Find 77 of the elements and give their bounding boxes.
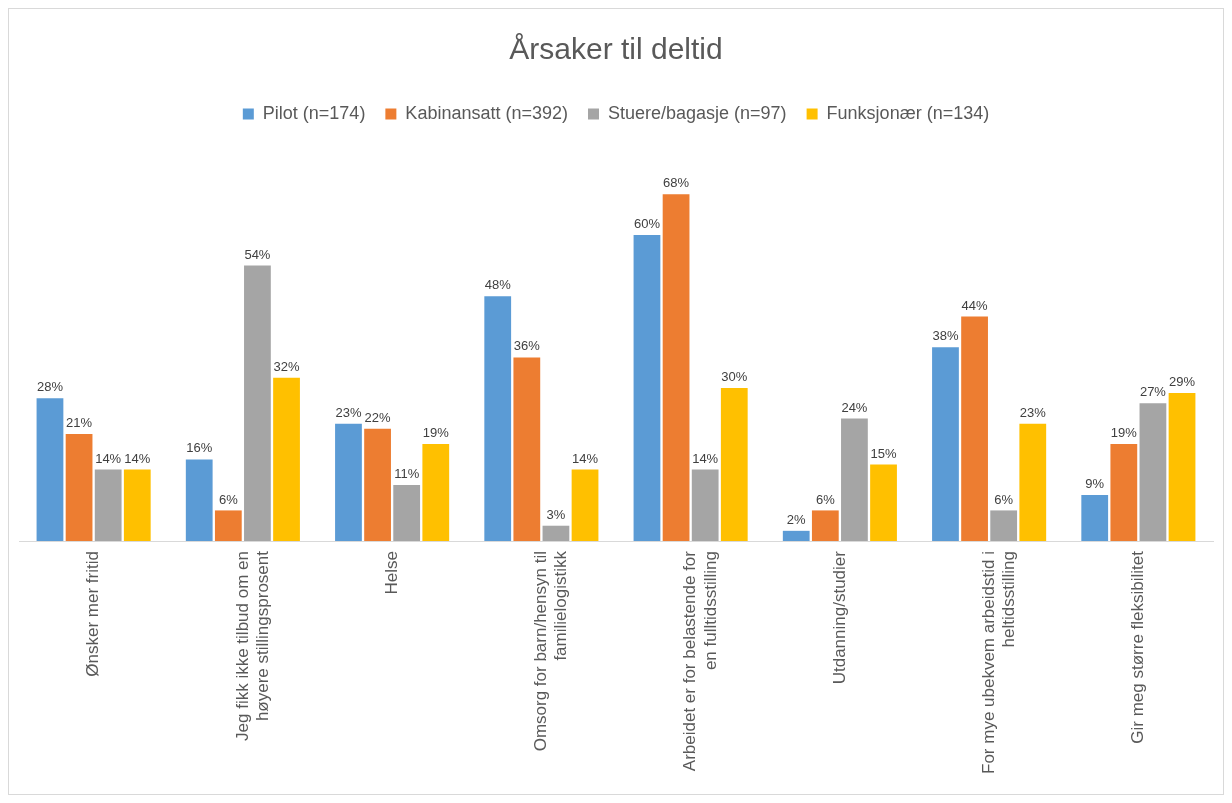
data-label: 21% — [66, 415, 93, 430]
legend-label: Kabinansatt (n=392) — [405, 102, 568, 123]
bar — [691, 469, 719, 542]
bar — [393, 484, 421, 542]
x-tick-label: Ønsker mer fritid — [83, 551, 103, 677]
bar — [571, 469, 599, 542]
bar — [870, 464, 897, 542]
bar — [662, 194, 690, 542]
bar — [1019, 423, 1047, 542]
data-label: 27% — [1139, 384, 1167, 400]
data-label: 36% — [513, 338, 541, 354]
x-tick-label: Helse — [381, 551, 401, 595]
bar — [123, 469, 151, 542]
x-tick-label: Utdanning/studier — [829, 550, 849, 685]
bar — [1110, 444, 1138, 542]
data-label: 6% — [994, 491, 1014, 507]
x-tick-label: Gir meg større fleksibilitet — [1128, 550, 1148, 744]
data-label: 19% — [422, 425, 450, 441]
data-label: 32% — [273, 358, 300, 374]
bar — [1081, 495, 1109, 542]
data-label: 14% — [124, 450, 151, 466]
bar — [811, 510, 839, 542]
bar — [185, 459, 213, 542]
bar — [1168, 393, 1196, 542]
x-tick-label: Omsorg for barn/hensyn til familielogistikk — [531, 550, 571, 752]
bar — [932, 347, 959, 542]
bar — [782, 530, 810, 542]
data-label: 23% — [1019, 404, 1047, 420]
data-label: 24% — [841, 399, 868, 415]
bar — [214, 510, 242, 542]
data-label: 68% — [663, 175, 690, 191]
bar — [513, 357, 541, 542]
x-tick-label: For mye ubekvem arbeidstid i heltidsstilling — [978, 551, 1019, 775]
data-label: 11% — [394, 466, 420, 481]
bar — [273, 377, 300, 542]
bar — [65, 433, 93, 542]
bar — [633, 235, 661, 542]
data-label: 29% — [1169, 374, 1196, 390]
data-label: 14% — [572, 450, 599, 466]
data-label: 54% — [244, 246, 271, 262]
x-tick-label: Arbeidet er for belastende for en fulltidsstilling — [680, 550, 720, 772]
data-label: 60% — [633, 216, 661, 232]
data-label: 38% — [932, 328, 959, 344]
bar — [542, 525, 570, 542]
data-label: 22% — [364, 409, 392, 425]
data-label: 16% — [186, 440, 213, 456]
bar — [990, 510, 1018, 542]
legend-label: Stuere/bagasje (n=97) — [607, 102, 787, 123]
bar — [244, 265, 271, 542]
data-label: 30% — [721, 369, 748, 385]
bar — [484, 296, 512, 542]
bar — [36, 398, 64, 542]
bar — [335, 423, 362, 542]
legend-label: Funksjonær (n=134) — [826, 102, 990, 123]
data-label: 3% — [546, 506, 566, 522]
data-label: 6% — [218, 491, 239, 507]
data-label: 48% — [484, 277, 512, 293]
bar — [720, 388, 748, 542]
bar — [364, 428, 391, 542]
data-label: 14% — [95, 450, 122, 466]
data-label: 44% — [961, 297, 989, 313]
bar — [422, 444, 450, 542]
data-label: 14% — [692, 450, 719, 466]
data-label: 2% — [786, 511, 807, 527]
x-tick-label: Jeg fikk ikke tilbud om en høyere stillingsprosent — [232, 550, 272, 741]
data-label: 9% — [1085, 476, 1105, 492]
legend-label: Pilot (n=174) — [262, 102, 366, 123]
bar — [841, 418, 868, 542]
data-label: 19% — [1110, 425, 1138, 441]
data-label: 28% — [36, 379, 64, 395]
data-label: 15% — [870, 445, 897, 461]
bar — [94, 469, 122, 542]
bar — [961, 316, 988, 542]
bar — [1139, 403, 1167, 542]
data-label: 23% — [335, 404, 362, 420]
chart-title: Årsaker til deltid — [509, 32, 723, 66]
data-label: 6% — [815, 491, 836, 507]
